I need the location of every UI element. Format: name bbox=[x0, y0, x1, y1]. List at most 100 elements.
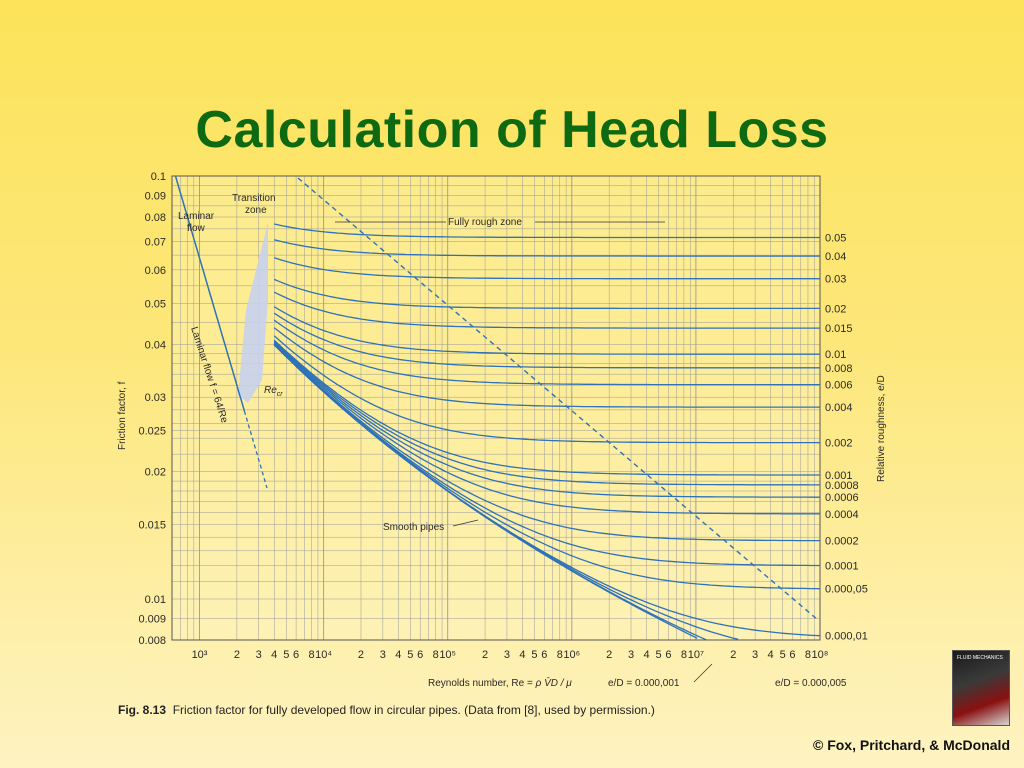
roughness-curve bbox=[273, 278, 820, 310]
roughness-label: 0.02 bbox=[825, 303, 846, 315]
book-cover-art: FLUID MECHANICS bbox=[957, 655, 1003, 661]
x-minor-label: 8 bbox=[557, 649, 563, 661]
y-tick-label: 0.08 bbox=[145, 212, 166, 224]
x-minor-label: 4 bbox=[271, 649, 277, 661]
roughness-label: 0.05 bbox=[825, 232, 846, 244]
x-minor-label: 3 bbox=[504, 649, 510, 661]
x-decade-label: 10⁷ bbox=[688, 649, 704, 661]
x-tick-labels: 10³ 2 3 4 5 6 8 10⁴ 2 3 4 5 6 8 10⁵ 2 3 4 5 6 8 10⁶ 2 3 4 5 6 8 10⁷ 2… bbox=[192, 649, 829, 661]
x-minor-label: 5 bbox=[283, 649, 289, 661]
figure-caption: Fig. 8.13 Friction factor for fully deve… bbox=[118, 703, 655, 717]
transition-label: Transition bbox=[232, 193, 276, 204]
x-minor-label: 2 bbox=[606, 649, 612, 661]
copyright-text: © Fox, Pritchard, & McDonald bbox=[812, 737, 1010, 753]
grid-lines bbox=[171, 175, 821, 641]
y-tick-label: 0.008 bbox=[138, 635, 166, 647]
smooth-pipes-label: Smooth pipes bbox=[383, 522, 444, 533]
roughness-label: 0.03 bbox=[825, 274, 846, 286]
y-tick-label: 0.09 bbox=[145, 190, 166, 202]
x-minor-label: 6 bbox=[417, 649, 423, 661]
y-tick-label: 0.01 bbox=[145, 594, 166, 606]
x-decade-label: 10⁸ bbox=[812, 649, 829, 661]
fully-rough-label: Fully rough zone bbox=[448, 217, 522, 228]
x-minor-label: 3 bbox=[628, 649, 634, 661]
roughness-curve bbox=[273, 312, 820, 369]
roughness-curve bbox=[273, 339, 820, 476]
roughness-curve bbox=[273, 306, 820, 355]
x-decade-label: 10⁴ bbox=[315, 649, 332, 661]
right-roughness-labels: 0.05 0.04 0.03 0.02 0.015 0.01 0.008 0.006 0.004… bbox=[825, 232, 868, 642]
laminar-label-2: flow bbox=[187, 223, 206, 234]
x-minor-label: 3 bbox=[380, 649, 386, 661]
y-tick-label: 0.07 bbox=[145, 237, 166, 249]
x-minor-label: 8 bbox=[309, 649, 315, 661]
roughness-label: 0.0008 bbox=[825, 480, 859, 492]
roughness-label: 0.008 bbox=[825, 363, 853, 375]
x-minor-label: 2 bbox=[730, 649, 736, 661]
x-minor-label: 6 bbox=[293, 649, 299, 661]
roughness-curve bbox=[273, 319, 820, 386]
roughness-label: 0.0006 bbox=[825, 492, 859, 504]
x-minor-label: 4 bbox=[768, 649, 774, 661]
x-minor-label: 5 bbox=[531, 649, 537, 661]
transition-zone bbox=[238, 222, 268, 403]
x-minor-label: 2 bbox=[482, 649, 488, 661]
roughness-label: 0.0004 bbox=[825, 509, 859, 521]
y-tick-label: 0.1 bbox=[151, 171, 166, 183]
plot-background bbox=[172, 176, 820, 640]
x-minor-label: 2 bbox=[234, 649, 240, 661]
ed-000001-label: e/D = 0.000,001 bbox=[608, 678, 680, 689]
y-tick-labels: 0.1 0.09 0.08 0.07 0.06 0.05 0.04 0.03 0.025 0.02… bbox=[138, 171, 166, 647]
roughness-label: 0.004 bbox=[825, 402, 853, 414]
x-minor-label: 8 bbox=[433, 649, 439, 661]
y-tick-label: 0.02 bbox=[145, 467, 166, 479]
roughness-curve bbox=[273, 342, 820, 515]
ed-000005-label: e/D = 0.000,005 bbox=[775, 678, 847, 689]
caption-text: Friction factor for fully developed flow… bbox=[172, 703, 655, 717]
y-tick-label: 0.015 bbox=[138, 520, 166, 532]
roughness-curve bbox=[274, 257, 820, 280]
roughness-label: 0.01 bbox=[825, 349, 846, 361]
x-minor-label: 2 bbox=[358, 649, 364, 661]
x-minor-label: 5 bbox=[655, 649, 661, 661]
roughness-label: 0.04 bbox=[825, 251, 846, 263]
roughness-curve bbox=[273, 344, 698, 639]
book-cover-thumbnail: FLUID MECHANICS bbox=[952, 650, 1010, 726]
roughness-label: 0.001 bbox=[825, 470, 853, 482]
roughness-label: 0.006 bbox=[825, 380, 853, 392]
caption-figure-number: Fig. 8.13 bbox=[118, 703, 167, 717]
x-minor-label: 8 bbox=[805, 649, 811, 661]
roughness-curves bbox=[174, 175, 821, 641]
x-minor-label: 3 bbox=[256, 649, 262, 661]
x-minor-label: 4 bbox=[643, 649, 649, 661]
y2-axis-label: Relative roughness, e/D bbox=[876, 375, 887, 482]
x-minor-label: 4 bbox=[395, 649, 401, 661]
x-decade-label: 10³ bbox=[192, 649, 208, 661]
roughness-label: 0.000,01 bbox=[825, 631, 868, 643]
ed-000001-pointer bbox=[693, 663, 713, 683]
laminar-label: Laminar bbox=[178, 211, 215, 222]
x-axis-label: Reynolds number, Re = ρ V̄D / μ bbox=[428, 676, 572, 689]
x-minor-label: 4 bbox=[519, 649, 525, 661]
roughness-curve bbox=[273, 291, 820, 329]
x-minor-label: 6 bbox=[789, 649, 795, 661]
x-minor-label: 5 bbox=[407, 649, 413, 661]
x-decade-label: 10⁵ bbox=[439, 649, 456, 661]
slide-title: Calculation of Head Loss bbox=[195, 101, 829, 159]
roughness-label: 0.0001 bbox=[825, 561, 859, 573]
x-minor-label: 5 bbox=[780, 649, 786, 661]
y-axis-label: Friction factor, f bbox=[117, 381, 128, 450]
transition-band bbox=[238, 222, 268, 403]
roughness-label: 0.002 bbox=[825, 438, 853, 450]
y-tick-label: 0.05 bbox=[145, 298, 166, 310]
y-tick-label: 0.06 bbox=[145, 265, 166, 277]
roughness-label: 0.0002 bbox=[825, 536, 859, 548]
transition-label-2: zone bbox=[245, 205, 267, 216]
smooth-pipes-pointer bbox=[452, 519, 479, 527]
y-tick-label: 0.025 bbox=[138, 426, 166, 438]
roughness-curve bbox=[273, 335, 821, 444]
roughness-curve bbox=[273, 341, 820, 498]
fully-rough-boundary bbox=[297, 177, 819, 621]
x-minor-label: 3 bbox=[752, 649, 758, 661]
